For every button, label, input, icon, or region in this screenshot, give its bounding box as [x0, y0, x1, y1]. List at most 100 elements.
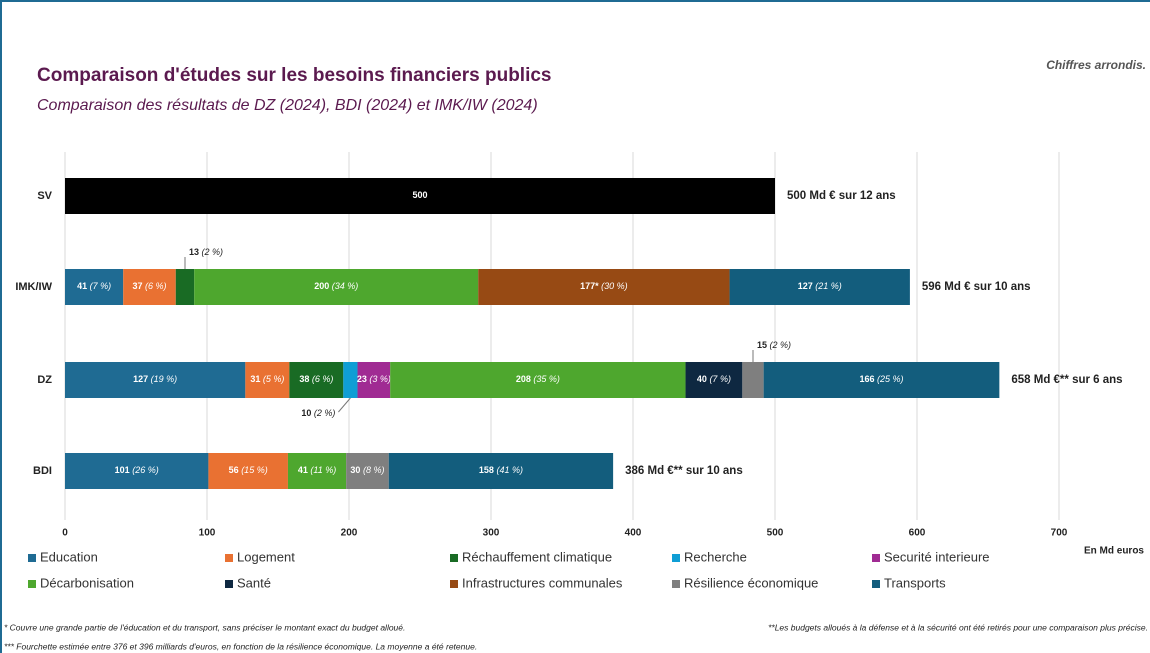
note: Chiffres arrondis.	[1046, 58, 1146, 72]
bar-segment	[194, 269, 479, 305]
legend-label: Transports	[884, 575, 946, 590]
data-label: 200 (34 %)	[314, 281, 358, 291]
share-label: (8 %)	[363, 465, 385, 475]
bar-segment	[343, 362, 358, 398]
value-label: 177*	[580, 281, 599, 291]
value-label: 56	[229, 465, 239, 475]
footnote: * Couvre une grande partie de l'éducatio…	[4, 622, 405, 632]
leader-line	[338, 397, 351, 413]
bar-segment	[346, 453, 389, 489]
bar-segment	[763, 362, 1000, 398]
value-label: 23	[357, 374, 367, 384]
value-label: 10	[301, 408, 311, 418]
bar-segment	[123, 269, 176, 305]
bar-segment	[357, 362, 391, 398]
bar-segment	[65, 453, 209, 489]
y-tick-label: DZ	[37, 374, 52, 386]
data-label: 208 (35 %)	[516, 374, 560, 384]
legend-label: Securité interieure	[884, 549, 990, 564]
bar-segment	[289, 362, 344, 398]
total-label: 386 Md €** sur 10 ans	[625, 465, 743, 477]
data-label: 10 (2 %)	[301, 408, 335, 418]
x-axis-label: En Md euros	[1084, 546, 1144, 557]
share-label: (2 %)	[314, 408, 336, 418]
share-label: (35 %)	[533, 374, 560, 384]
bar-segment	[478, 269, 730, 305]
share-label: (3 %)	[369, 374, 391, 384]
data-label: 31 (5 %)	[250, 374, 284, 384]
share-label: (5 %)	[263, 374, 285, 384]
value-label: 15	[757, 340, 767, 350]
share-label: (30 %)	[601, 281, 628, 291]
share-label: (19 %)	[151, 374, 178, 384]
value-label: 31	[250, 374, 260, 384]
x-tick-label: 700	[1051, 528, 1068, 539]
bar-segment	[742, 362, 764, 398]
legend-label: Résilience économique	[684, 575, 818, 590]
data-label: 41 (11 %)	[298, 465, 336, 475]
total-label: 596 Md € sur 10 ans	[922, 281, 1031, 293]
data-label: 166 (25 %)	[859, 374, 903, 384]
legend-swatch	[450, 554, 458, 562]
data-label: 127 (21 %)	[798, 281, 842, 291]
y-tick-label: SV	[37, 190, 52, 202]
legend-swatch	[225, 554, 233, 562]
share-label: (26 %)	[132, 465, 159, 475]
data-label: 38 (6 %)	[299, 374, 333, 384]
data-label: 158 (41 %)	[479, 465, 523, 475]
total-label: 500 Md € sur 12 ans	[787, 190, 896, 202]
share-label: (6 %)	[312, 374, 334, 384]
legend-label: Infrastructures communales	[462, 575, 623, 590]
data-label: 500	[412, 190, 427, 200]
bar-segment	[245, 362, 290, 398]
legend-swatch	[225, 580, 233, 588]
data-label: 40 (7 %)	[697, 374, 731, 384]
share-label: (41 %)	[496, 465, 523, 475]
data-label: 37 (6 %)	[132, 281, 166, 291]
y-tick-label: BDI	[33, 465, 52, 477]
legend-label: Décarbonisation	[40, 575, 134, 590]
legend-swatch	[450, 580, 458, 588]
x-tick-label: 400	[625, 528, 642, 539]
legend-swatch	[672, 580, 680, 588]
chart-subtitle: Comparaison des résultats de DZ (2024), …	[37, 97, 538, 114]
data-label: 127 (19 %)	[133, 374, 177, 384]
bar-segment	[208, 453, 288, 489]
bar-segment	[175, 269, 195, 305]
legend-label: Recherche	[684, 549, 747, 564]
data-label: 41 (7 %)	[77, 281, 111, 291]
bar-segment	[65, 269, 124, 305]
bar-segment	[388, 453, 614, 489]
bar-segment	[65, 178, 775, 214]
value-label: 40	[697, 374, 707, 384]
footnote: *** Fourchette estimée entre 376 et 396 …	[4, 641, 477, 651]
bar-segment	[390, 362, 686, 398]
value-label: 37	[132, 281, 142, 291]
data-label: 56 (15 %)	[229, 465, 268, 475]
x-tick-label: 500	[767, 528, 784, 539]
legend-label: Logement	[237, 549, 295, 564]
bar-segment	[287, 453, 347, 489]
x-tick-label: 100	[199, 528, 216, 539]
share-label: (7 %)	[709, 374, 731, 384]
share-label: (7 %)	[90, 281, 112, 291]
data-label: 15 (2 %)	[757, 340, 791, 350]
legend-swatch	[28, 554, 36, 562]
share-label: (2 %)	[770, 340, 792, 350]
chart-title: Comparaison d'études sur les besoins fin…	[37, 65, 552, 86]
value-label: 127	[133, 374, 148, 384]
value-label: 41	[77, 281, 87, 291]
data-label: 23 (3 %)	[357, 374, 391, 384]
value-label: 30	[350, 465, 360, 475]
data-label: 101 (26 %)	[115, 465, 159, 475]
value-label: 38	[299, 374, 309, 384]
data-label: 177* (30 %)	[580, 281, 628, 291]
value-label: 208	[516, 374, 531, 384]
legend-swatch	[872, 554, 880, 562]
value-label: 127	[798, 281, 813, 291]
share-label: (2 %)	[202, 247, 224, 257]
share-label: (34 %)	[332, 281, 359, 291]
data-label: 13 (2 %)	[189, 247, 223, 257]
